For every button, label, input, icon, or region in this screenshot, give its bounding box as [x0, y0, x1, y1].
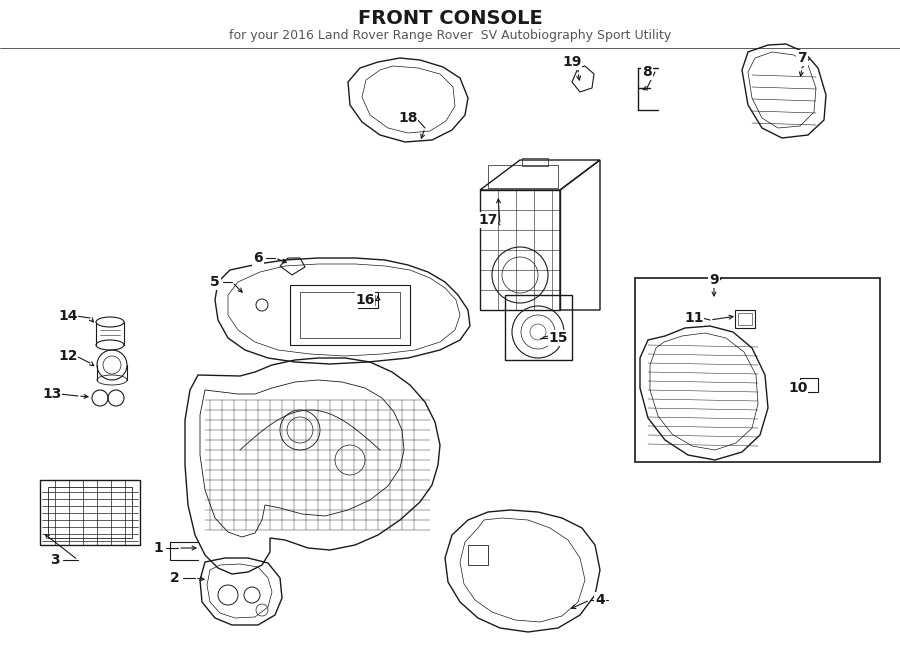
- Text: 13: 13: [42, 387, 62, 401]
- Text: for your 2016 Land Rover Range Rover  SV Autobiography Sport Utility: for your 2016 Land Rover Range Rover SV …: [229, 30, 671, 42]
- Text: 6: 6: [253, 251, 263, 265]
- Text: 18: 18: [398, 111, 418, 125]
- Text: 19: 19: [562, 55, 581, 69]
- Text: 10: 10: [788, 381, 807, 395]
- Text: 8: 8: [642, 65, 652, 79]
- Text: 2: 2: [170, 571, 180, 585]
- Bar: [635, 278, 880, 462]
- Text: 11: 11: [684, 311, 704, 325]
- Text: 12: 12: [58, 349, 77, 363]
- Text: 14: 14: [58, 309, 77, 323]
- Text: 16: 16: [356, 293, 374, 307]
- Text: FRONT CONSOLE: FRONT CONSOLE: [357, 9, 543, 28]
- Text: 7: 7: [797, 51, 806, 65]
- Text: 9: 9: [709, 271, 719, 285]
- Text: 15: 15: [548, 331, 568, 345]
- Text: 5: 5: [210, 275, 220, 289]
- Text: 1: 1: [153, 541, 163, 555]
- Text: 4: 4: [595, 593, 605, 607]
- Text: 3: 3: [50, 553, 59, 567]
- Text: 17: 17: [478, 213, 498, 227]
- Text: 9: 9: [709, 273, 719, 287]
